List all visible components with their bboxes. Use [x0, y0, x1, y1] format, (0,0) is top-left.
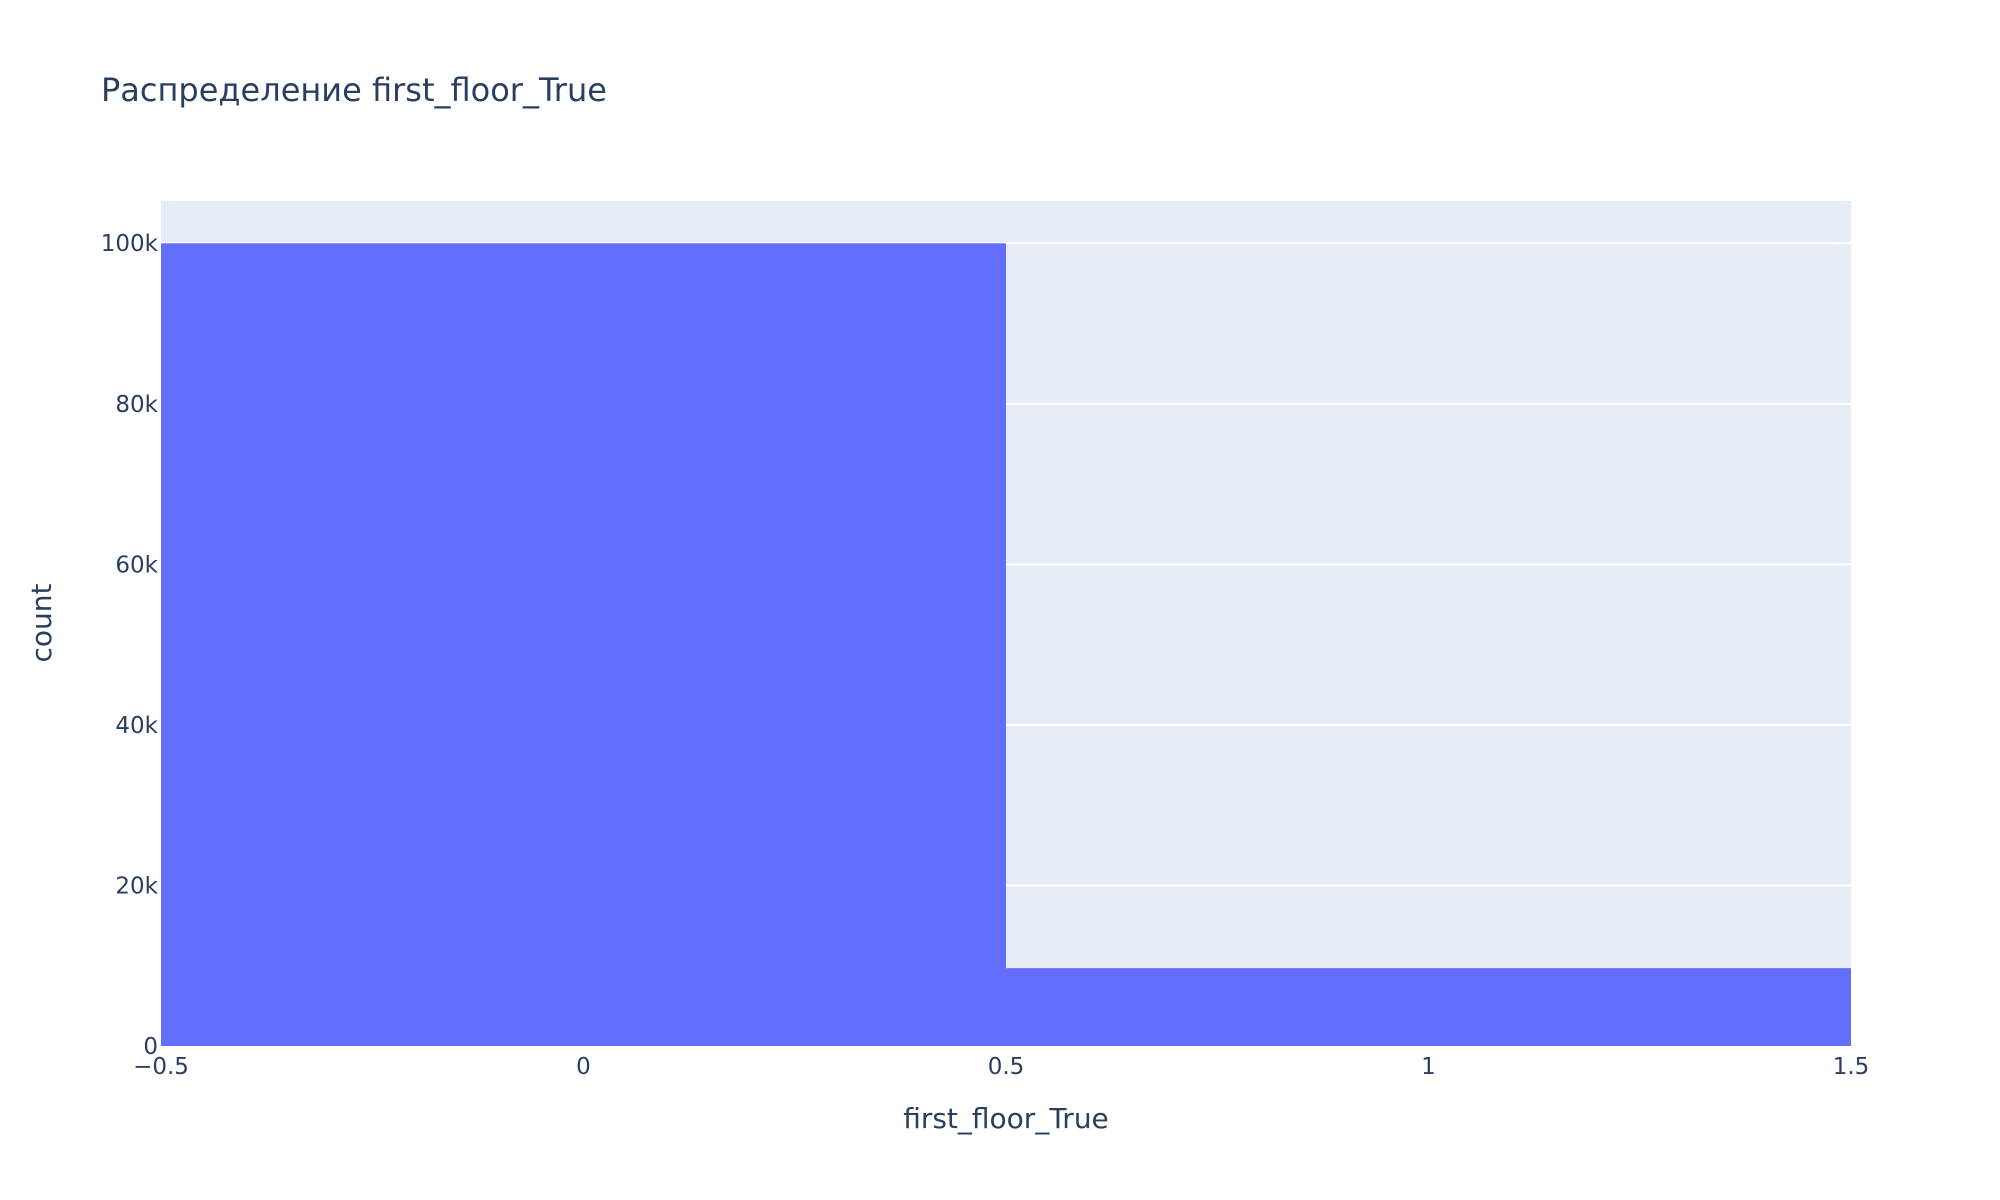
x-tick-label: 0	[576, 1054, 591, 1080]
x-tick-label: 1.5	[1833, 1054, 1870, 1080]
y-tick-label: 0	[143, 1034, 158, 1060]
y-axis-ticks: 0 20k 40k 60k 80k 100k	[101, 231, 159, 1060]
x-tick-label: −0.5	[133, 1054, 189, 1080]
y-tick-label: 100k	[101, 231, 159, 257]
histogram-bar	[1006, 968, 1851, 1046]
x-tick-label: 1	[1421, 1054, 1436, 1080]
y-tick-label: 80k	[115, 392, 158, 418]
x-axis-ticks: −0.5 0 0.5 1 1.5	[133, 1054, 1869, 1080]
histogram-bar	[161, 243, 1006, 1047]
x-tick-label: 0.5	[988, 1054, 1025, 1080]
y-axis-title: count	[25, 583, 58, 662]
y-tick-label: 20k	[115, 873, 158, 899]
y-tick-label: 60k	[115, 552, 158, 578]
chart-title: Распределение first_floor_True	[101, 71, 607, 109]
x-axis-title: first_floor_True	[903, 1102, 1109, 1135]
y-tick-label: 40k	[115, 713, 158, 739]
bars	[161, 243, 1851, 1047]
